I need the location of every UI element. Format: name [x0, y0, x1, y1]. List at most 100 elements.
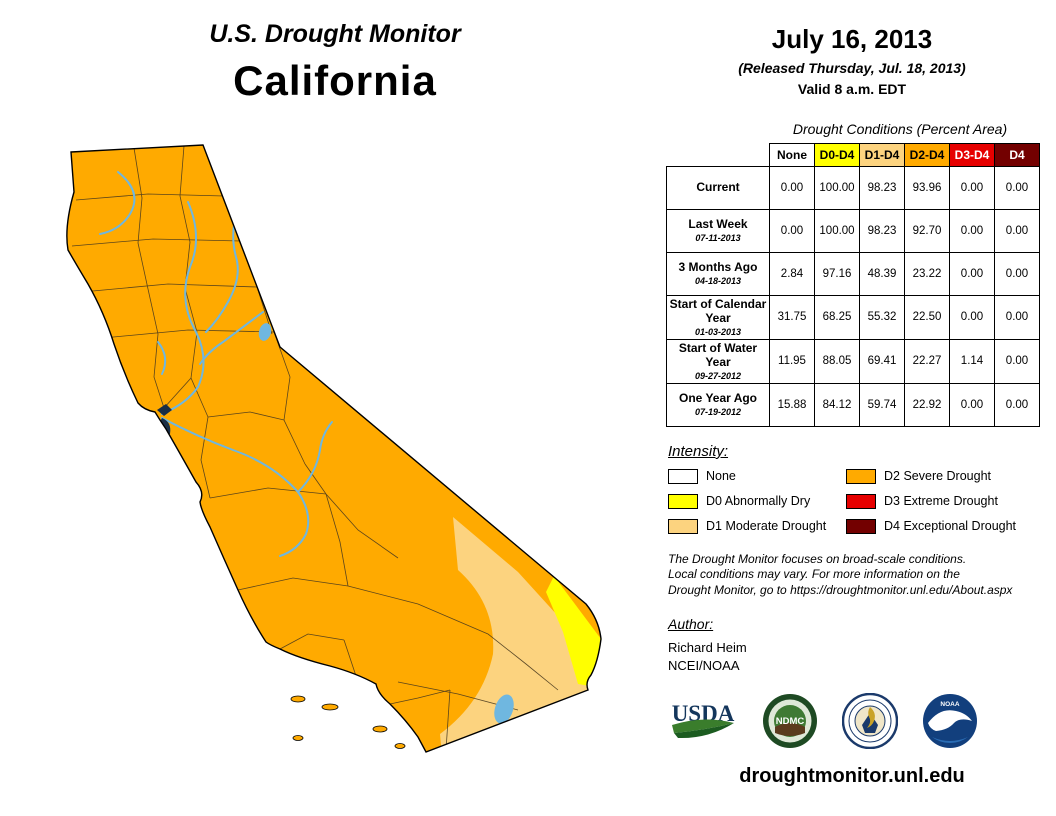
value-cell: 22.50	[904, 295, 950, 340]
legend-swatch-d1	[668, 518, 698, 534]
table-row: Last Week 07-11-2013 0.00 100.00 98.23 92…	[666, 209, 1040, 253]
value-cell: 1.14	[949, 338, 995, 384]
table-row: 3 Months Ago 04-18-2013 2.84 97.16 48.39 …	[666, 252, 1040, 296]
table-row: One Year Ago 07-19-2012 15.88 84.12 59.74…	[666, 382, 1040, 427]
legend-swatch-d0	[668, 493, 698, 509]
row-sublabel: 04-18-2013	[694, 276, 742, 287]
row-label: Start of Calendar Year	[669, 297, 767, 325]
released-date: (Released Thursday, Jul. 18, 2013)	[738, 60, 966, 76]
value-cell: 0.00	[769, 166, 815, 210]
row-sublabel: 09-27-2012	[694, 370, 742, 381]
value-cell: 2.84	[769, 252, 815, 296]
channel-islands	[290, 695, 406, 749]
value-cell: 0.00	[994, 295, 1040, 340]
legend-swatch-d2	[846, 468, 876, 484]
disclaimer-text: The Drought Monitor focuses on broad-sca…	[668, 552, 1048, 599]
value-cell: 92.70	[904, 209, 950, 253]
legend-label: None	[706, 469, 736, 484]
col-header-d0-d4: D0-D4	[814, 143, 860, 167]
value-cell: 93.96	[904, 166, 950, 210]
usda-logo: USDA	[672, 701, 735, 739]
lakes	[258, 323, 514, 724]
commerce-seal-logo	[842, 693, 898, 750]
row-label: 3 Months Ago	[678, 260, 758, 275]
row-sublabel: 07-19-2012	[694, 407, 742, 418]
value-cell: 98.23	[859, 166, 905, 210]
drought-conditions-table: None D0-D4 D1-D4 D2-D4 D3-D4 D4 Current …	[666, 143, 1040, 427]
noaa-logo: NOAA	[923, 694, 977, 749]
value-cell: 0.00	[949, 295, 995, 340]
value-cell: 0.00	[769, 209, 815, 253]
value-cell: 11.95	[769, 338, 815, 384]
row-sublabel: 01-03-2013	[694, 326, 742, 337]
title-block: U.S. Drought Monitor California	[95, 20, 575, 105]
ndmc-logo: NDMC	[763, 694, 817, 749]
col-header-none: None	[769, 143, 815, 167]
state-title: California	[233, 57, 437, 104]
value-cell: 0.00	[949, 252, 995, 296]
monitor-title: U.S. Drought Monitor	[209, 20, 461, 48]
value-cell: 48.39	[859, 252, 905, 296]
lake-tahoe	[258, 323, 272, 341]
author-title: Author:	[668, 615, 714, 632]
valid-time: Valid 8 a.m. EDT	[797, 81, 907, 97]
col-header-d1-d4: D1-D4	[859, 143, 905, 167]
row-label-cell: Start of Water Year 09-27-2012	[666, 338, 770, 384]
california-drought-map	[58, 142, 614, 782]
value-cell: 0.00	[949, 166, 995, 210]
svg-text:NOAA: NOAA	[940, 701, 959, 708]
map-date: July 16, 2013	[771, 24, 933, 54]
row-label-cell: Start of Calendar Year 01-03-2013	[666, 295, 770, 340]
value-cell: 31.75	[769, 295, 815, 340]
row-label-cell: Current	[666, 166, 770, 210]
disclaimer-line: Local conditions may vary. For more info…	[668, 567, 960, 582]
col-header-d3-d4: D3-D4	[949, 143, 995, 167]
value-cell: 100.00	[814, 166, 860, 210]
legend-item: D3 Extreme Drought	[846, 493, 1056, 509]
row-label: Last Week	[688, 217, 748, 232]
author-org: NCEI/NOAA	[668, 657, 740, 673]
value-cell: 68.25	[814, 295, 860, 340]
table-header-row: None D0-D4 D1-D4 D2-D4 D3-D4 D4	[666, 143, 1040, 167]
value-cell: 69.41	[859, 338, 905, 384]
value-cell: 100.00	[814, 209, 860, 253]
footer-url[interactable]: droughtmonitor.unl.edu	[739, 765, 965, 788]
value-cell: 0.00	[949, 382, 995, 427]
legend-item: None	[668, 468, 846, 484]
table-row: Current 0.00 100.00 98.23 93.96 0.00 0.0…	[666, 166, 1040, 210]
table-title: Drought Conditions (Percent Area)	[792, 121, 1008, 137]
intensity-legend: None D0 Abnormally Dry D1 Moderate Droug…	[668, 468, 1048, 534]
legend-swatch-none	[668, 468, 698, 484]
info-panel: July 16, 2013 (Released Thursday, Jul. 1…	[656, 24, 1048, 788]
legend-label: D0 Abnormally Dry	[706, 494, 811, 509]
value-cell: 0.00	[994, 252, 1040, 296]
value-cell: 59.74	[859, 382, 905, 427]
intensity-title: Intensity:	[668, 442, 729, 460]
value-cell: 22.27	[904, 338, 950, 384]
disclaimer-line: The Drought Monitor focuses on broad-sca…	[668, 551, 967, 566]
author-name: Richard Heim	[668, 639, 747, 655]
row-label-cell: 3 Months Ago 04-18-2013	[666, 252, 770, 296]
row-sublabel: 07-11-2013	[695, 233, 741, 244]
d0-region	[546, 576, 601, 687]
salton-sea	[494, 694, 514, 724]
value-cell: 0.00	[994, 166, 1040, 210]
svg-text:NDMC: NDMC	[776, 716, 805, 727]
legend-swatch-d4	[846, 518, 876, 534]
value-cell: 98.23	[859, 209, 905, 253]
value-cell: 0.00	[994, 338, 1040, 384]
legend-item: D1 Moderate Drought	[668, 518, 846, 534]
california-map-svg	[66, 144, 602, 753]
row-label: Start of Water Year	[678, 340, 758, 369]
table-corner-cell	[666, 143, 770, 167]
value-cell: 84.12	[814, 382, 860, 427]
col-header-d2-d4: D2-D4	[904, 143, 950, 167]
value-cell: 22.92	[904, 382, 950, 427]
value-cell: 23.22	[904, 252, 950, 296]
legend-item: D0 Abnormally Dry	[668, 493, 846, 509]
value-cell: 15.88	[769, 382, 815, 427]
rivers	[99, 171, 333, 557]
value-cell: 0.00	[994, 382, 1040, 427]
value-cell: 55.32	[859, 295, 905, 340]
row-label-cell: One Year Ago 07-19-2012	[666, 382, 770, 427]
